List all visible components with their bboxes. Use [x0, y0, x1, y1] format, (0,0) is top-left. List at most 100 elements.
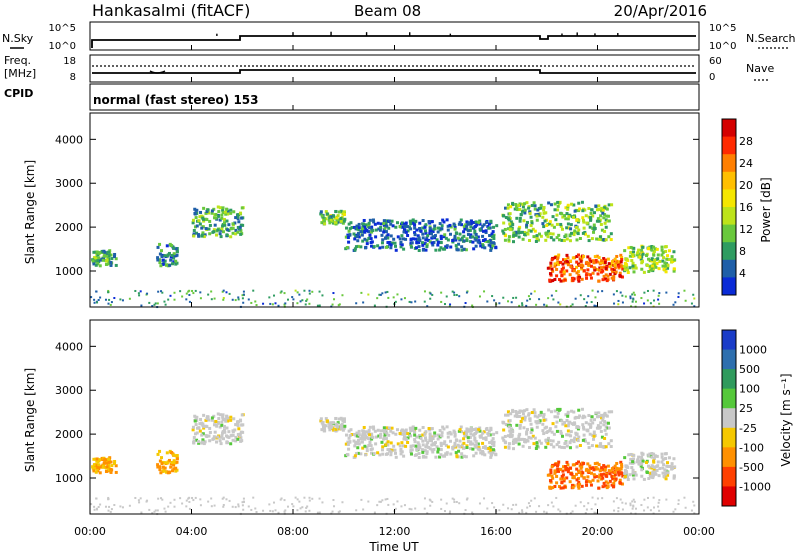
power-cell — [357, 226, 361, 230]
velocity-cell — [484, 446, 488, 450]
velocity-clutter — [242, 500, 245, 503]
velocity-cell — [607, 469, 611, 473]
velocity-clutter — [640, 504, 643, 507]
power-cell — [457, 242, 461, 246]
power-clutter — [672, 303, 675, 306]
power-cell — [194, 216, 198, 220]
power-colorbar-band — [722, 171, 736, 190]
velocity-cell — [219, 442, 223, 446]
velocity-cell — [551, 439, 555, 443]
power-clutter — [381, 292, 384, 295]
velocity-clutter — [649, 509, 652, 512]
power-clutter — [338, 303, 341, 306]
nave-label: Nave — [746, 62, 774, 75]
velocity-cell — [597, 475, 601, 479]
power-cell — [229, 211, 233, 215]
power-cell — [501, 214, 505, 218]
velocity-cell — [565, 476, 569, 480]
nsearch-tick-bottom: 10^0 — [709, 41, 736, 52]
power-cell — [460, 223, 464, 227]
power-cell — [238, 225, 242, 229]
power-clutter — [167, 298, 170, 301]
power-clutter — [423, 290, 426, 293]
power-cell — [560, 212, 564, 216]
power-cell — [202, 235, 206, 239]
velocity-cell — [606, 481, 610, 485]
power-cell — [549, 264, 553, 268]
velocity-cell — [172, 453, 176, 457]
velocity-clutter — [376, 504, 379, 507]
velocity-cell — [329, 425, 333, 429]
velocity-cell — [539, 413, 543, 417]
power-cell — [320, 214, 324, 218]
power-cell — [212, 216, 216, 220]
velocity-cell — [502, 438, 506, 442]
velocity-clutter — [199, 504, 202, 507]
velocity-cell — [603, 436, 607, 440]
velocity-cell — [374, 435, 378, 439]
velocity-cell — [229, 418, 233, 422]
velocity-cell — [349, 428, 353, 432]
power-cell — [363, 225, 367, 229]
velocity-cell — [343, 424, 347, 428]
velocity-cell — [344, 454, 348, 458]
velocity-cell — [660, 460, 664, 464]
velocity-cell — [672, 476, 676, 480]
power-cell — [236, 230, 240, 234]
velocity-cell — [424, 455, 428, 459]
velocity-cell — [541, 422, 545, 426]
velocity-cell — [438, 455, 442, 459]
power-cell — [564, 206, 568, 210]
power-cell — [160, 254, 164, 258]
velocity-cell — [158, 468, 162, 472]
velocity-cell — [602, 472, 606, 476]
power-cell — [438, 248, 442, 252]
velocity-cell — [425, 450, 429, 454]
velocity-cell — [603, 428, 607, 432]
power-clutter — [225, 291, 228, 294]
velocity-clutter — [571, 510, 574, 513]
power-cell — [512, 233, 516, 237]
velocity-cell — [515, 423, 519, 427]
power-cell — [506, 206, 510, 210]
velocity-clutter — [109, 510, 112, 513]
power-cell — [428, 226, 432, 230]
power-cell — [614, 270, 618, 274]
power-cell — [577, 209, 581, 213]
power-cell — [201, 225, 205, 229]
power-cell — [369, 237, 373, 241]
velocity-clutter — [355, 509, 358, 512]
velocity-colorbar-tick: 500 — [739, 363, 760, 376]
power-clutter — [242, 290, 245, 293]
velocity-cell — [469, 426, 473, 430]
velocity-clutter — [241, 501, 244, 504]
power-cell — [543, 219, 547, 223]
velocity-clutter — [107, 509, 110, 512]
velocity-cell — [107, 464, 111, 468]
power-cell — [191, 218, 195, 222]
power-clutter — [110, 301, 113, 304]
velocity-cell — [557, 469, 561, 473]
velocity-cell — [632, 457, 636, 461]
velocity-clutter — [507, 507, 510, 510]
velocity-cell — [436, 433, 440, 437]
velocity-cell — [360, 434, 364, 438]
velocity-cell — [356, 446, 360, 450]
power-clutter — [163, 300, 166, 303]
power-cell — [234, 228, 238, 232]
velocity-cell — [596, 424, 600, 428]
velocity-cell — [578, 444, 582, 448]
power-clutter — [156, 302, 159, 305]
velocity-cell — [399, 452, 403, 456]
power-cell — [345, 246, 349, 250]
velocity-cell — [575, 445, 579, 449]
power-cell — [442, 235, 446, 239]
velocity-cell — [105, 461, 109, 465]
power-cell — [489, 244, 493, 248]
power-cell — [240, 206, 244, 210]
velocity-cell — [667, 456, 671, 460]
velocity-cell — [361, 446, 365, 450]
velocity-cell — [471, 442, 475, 446]
velocity-cell — [240, 423, 244, 427]
velocity-clutter — [629, 502, 632, 505]
